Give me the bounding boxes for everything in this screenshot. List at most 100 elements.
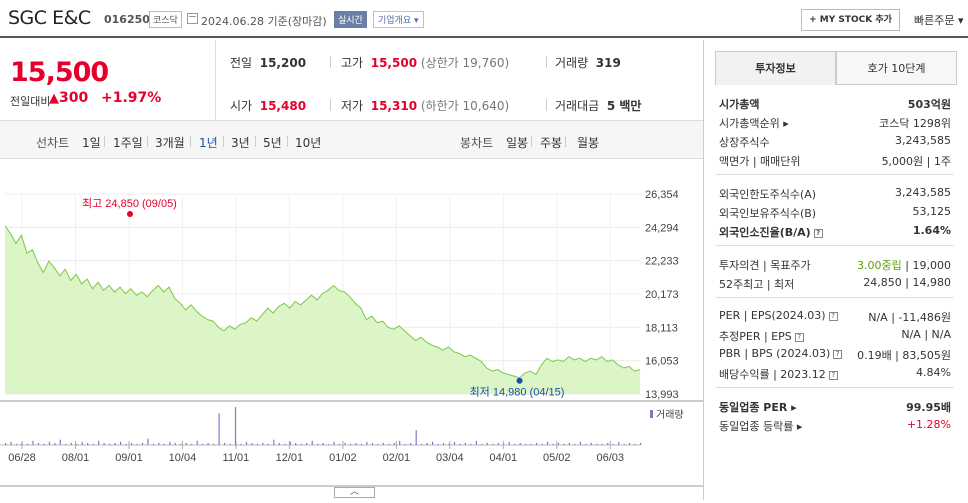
foreign-limit-row: 외국인한도주식수(A) 3,243,585 xyxy=(719,186,951,201)
volume-bar xyxy=(536,442,538,445)
volume-bar xyxy=(530,443,532,445)
low-marker xyxy=(516,377,523,384)
tab-1y[interactable]: 1년 xyxy=(199,136,218,150)
stock-header xyxy=(0,0,968,38)
volume-bar xyxy=(486,442,488,445)
volume-bar xyxy=(497,442,499,445)
volume-bar xyxy=(317,443,319,445)
tab-10y[interactable]: 10년 xyxy=(295,136,322,150)
y-tick-label: 16,053 xyxy=(645,356,679,368)
volume-bar xyxy=(207,442,209,445)
volume-bar xyxy=(311,440,313,445)
volume-bar xyxy=(514,443,516,445)
volume-bar xyxy=(54,442,56,445)
invest-info-panel: 투자정보 호가 10단계 시가총액 503억원 시가총액순위 ▸ 코스닥 1298위… xyxy=(703,40,968,500)
par-value-row: 액면가 | 매매단위 5,000원 | 1주 xyxy=(719,155,951,168)
market-cap-rank-row[interactable]: 시가총액순위 ▸ 코스닥 1298위 xyxy=(719,117,951,130)
volume-bar xyxy=(284,443,286,445)
high-label: 최고 24,850 (09/05) xyxy=(82,197,177,210)
volume-bar xyxy=(295,442,297,445)
volume-bar xyxy=(174,442,176,445)
up-arrow-icon: ▲ xyxy=(49,91,59,106)
help-icon[interactable]: ? xyxy=(833,349,843,359)
volume-bar xyxy=(349,443,352,445)
volume-bar xyxy=(377,443,379,445)
sector-change-row[interactable]: 동일업종 등락률 ▸ +1.28% xyxy=(719,418,951,433)
volume-bar xyxy=(76,443,78,445)
tab-1w[interactable]: 1주일 xyxy=(113,136,143,150)
help-icon[interactable]: ? xyxy=(794,332,804,342)
volume-bar xyxy=(43,443,45,445)
tab-5y[interactable]: 5년 xyxy=(263,136,282,150)
change-label: 전일대비 xyxy=(10,95,51,108)
volume-bar xyxy=(470,443,472,445)
tab-3y[interactable]: 3년 xyxy=(231,136,250,150)
y-tick-label: 18,113 xyxy=(645,322,678,334)
volume-bar xyxy=(382,442,384,445)
tab-invest-info[interactable]: 투자정보 xyxy=(715,51,836,85)
tab-1d[interactable]: 1일 xyxy=(82,136,101,150)
volume-bar xyxy=(98,440,100,445)
volume-bar xyxy=(371,442,373,445)
high-price: 고가 15,500 (상한가 19,760) xyxy=(341,56,510,70)
volume-bar xyxy=(218,413,220,445)
price-area xyxy=(5,225,640,394)
help-icon[interactable]: ? xyxy=(828,311,838,321)
volume-bar xyxy=(240,443,242,445)
realtime-button[interactable]: 실시간 xyxy=(334,11,367,28)
volume-bar xyxy=(459,443,461,445)
open-price: 시가 15,480 xyxy=(230,99,307,113)
help-icon[interactable]: ? xyxy=(828,370,838,380)
market-cap-row: 시가총액 503억원 xyxy=(719,98,951,111)
volume-bar xyxy=(196,440,198,445)
current-price: 15,500 xyxy=(10,57,109,88)
x-tick-label: 06/28 xyxy=(8,452,36,464)
volume-bar xyxy=(563,443,565,445)
volume-bar xyxy=(546,441,549,445)
tab-daily[interactable]: 일봉 xyxy=(506,136,529,150)
quick-order-dropdown[interactable]: 빠른주문 ▾ xyxy=(914,14,964,27)
price-line xyxy=(4,225,641,379)
volume-bar xyxy=(366,441,368,445)
volume-bar xyxy=(103,442,105,445)
volume-bar xyxy=(169,441,171,445)
company-overview-dropdown[interactable]: 기업개요 ▾ xyxy=(373,11,424,28)
volume-bar xyxy=(59,439,61,445)
x-tick-label: 04/01 xyxy=(490,452,518,464)
calendar-icon xyxy=(187,13,198,24)
volume-bar xyxy=(202,443,204,445)
volume-bar xyxy=(508,441,510,445)
x-tick-label: 11/01 xyxy=(223,452,250,464)
tab-3m[interactable]: 3개월 xyxy=(155,136,185,150)
volume-bar xyxy=(601,443,603,445)
listed-shares-row: 상장주식수 3,243,585 xyxy=(719,134,951,149)
volume-bar xyxy=(421,443,423,445)
volume-bar xyxy=(234,407,237,445)
tab-quote-10[interactable]: 호가 10단계 xyxy=(836,51,957,85)
market-badge: 코스닥 xyxy=(149,11,182,28)
price-chart-svg: 26,354 24,294 22,233 20,173 18,113 16,053 13,9… xyxy=(0,189,703,487)
volume-bar xyxy=(87,442,89,445)
x-tick-label: 03/04 xyxy=(436,452,464,464)
volume-bar xyxy=(333,441,335,445)
collapse-handle[interactable]: ︿ xyxy=(334,487,375,498)
price-chart: 26,354 24,294 22,233 20,173 18,113 16,053 13,9… xyxy=(0,159,703,500)
x-tick-label: 01/02 xyxy=(329,452,357,464)
volume-bar xyxy=(525,443,527,445)
volume-bar xyxy=(185,442,187,445)
tab-monthly[interactable]: 월봉 xyxy=(577,136,600,150)
help-icon[interactable]: ? xyxy=(813,228,823,238)
add-mystock-button[interactable]: + MY STOCK 추가 xyxy=(801,9,900,31)
volume-bar xyxy=(519,442,521,445)
volume-bar xyxy=(568,442,570,445)
volume-bar xyxy=(388,443,390,445)
volume-bar xyxy=(262,442,264,445)
volume-bar xyxy=(163,443,165,445)
volume-bar xyxy=(426,442,428,445)
volume-bar xyxy=(322,442,324,445)
volume-bar xyxy=(70,442,72,445)
tab-weekly[interactable]: 주봉 xyxy=(540,136,563,150)
sector-per-row[interactable]: 동일업종 PER ▸ 99.95배 xyxy=(719,401,951,414)
volume-bar xyxy=(224,442,226,445)
volume-bar xyxy=(278,442,280,445)
